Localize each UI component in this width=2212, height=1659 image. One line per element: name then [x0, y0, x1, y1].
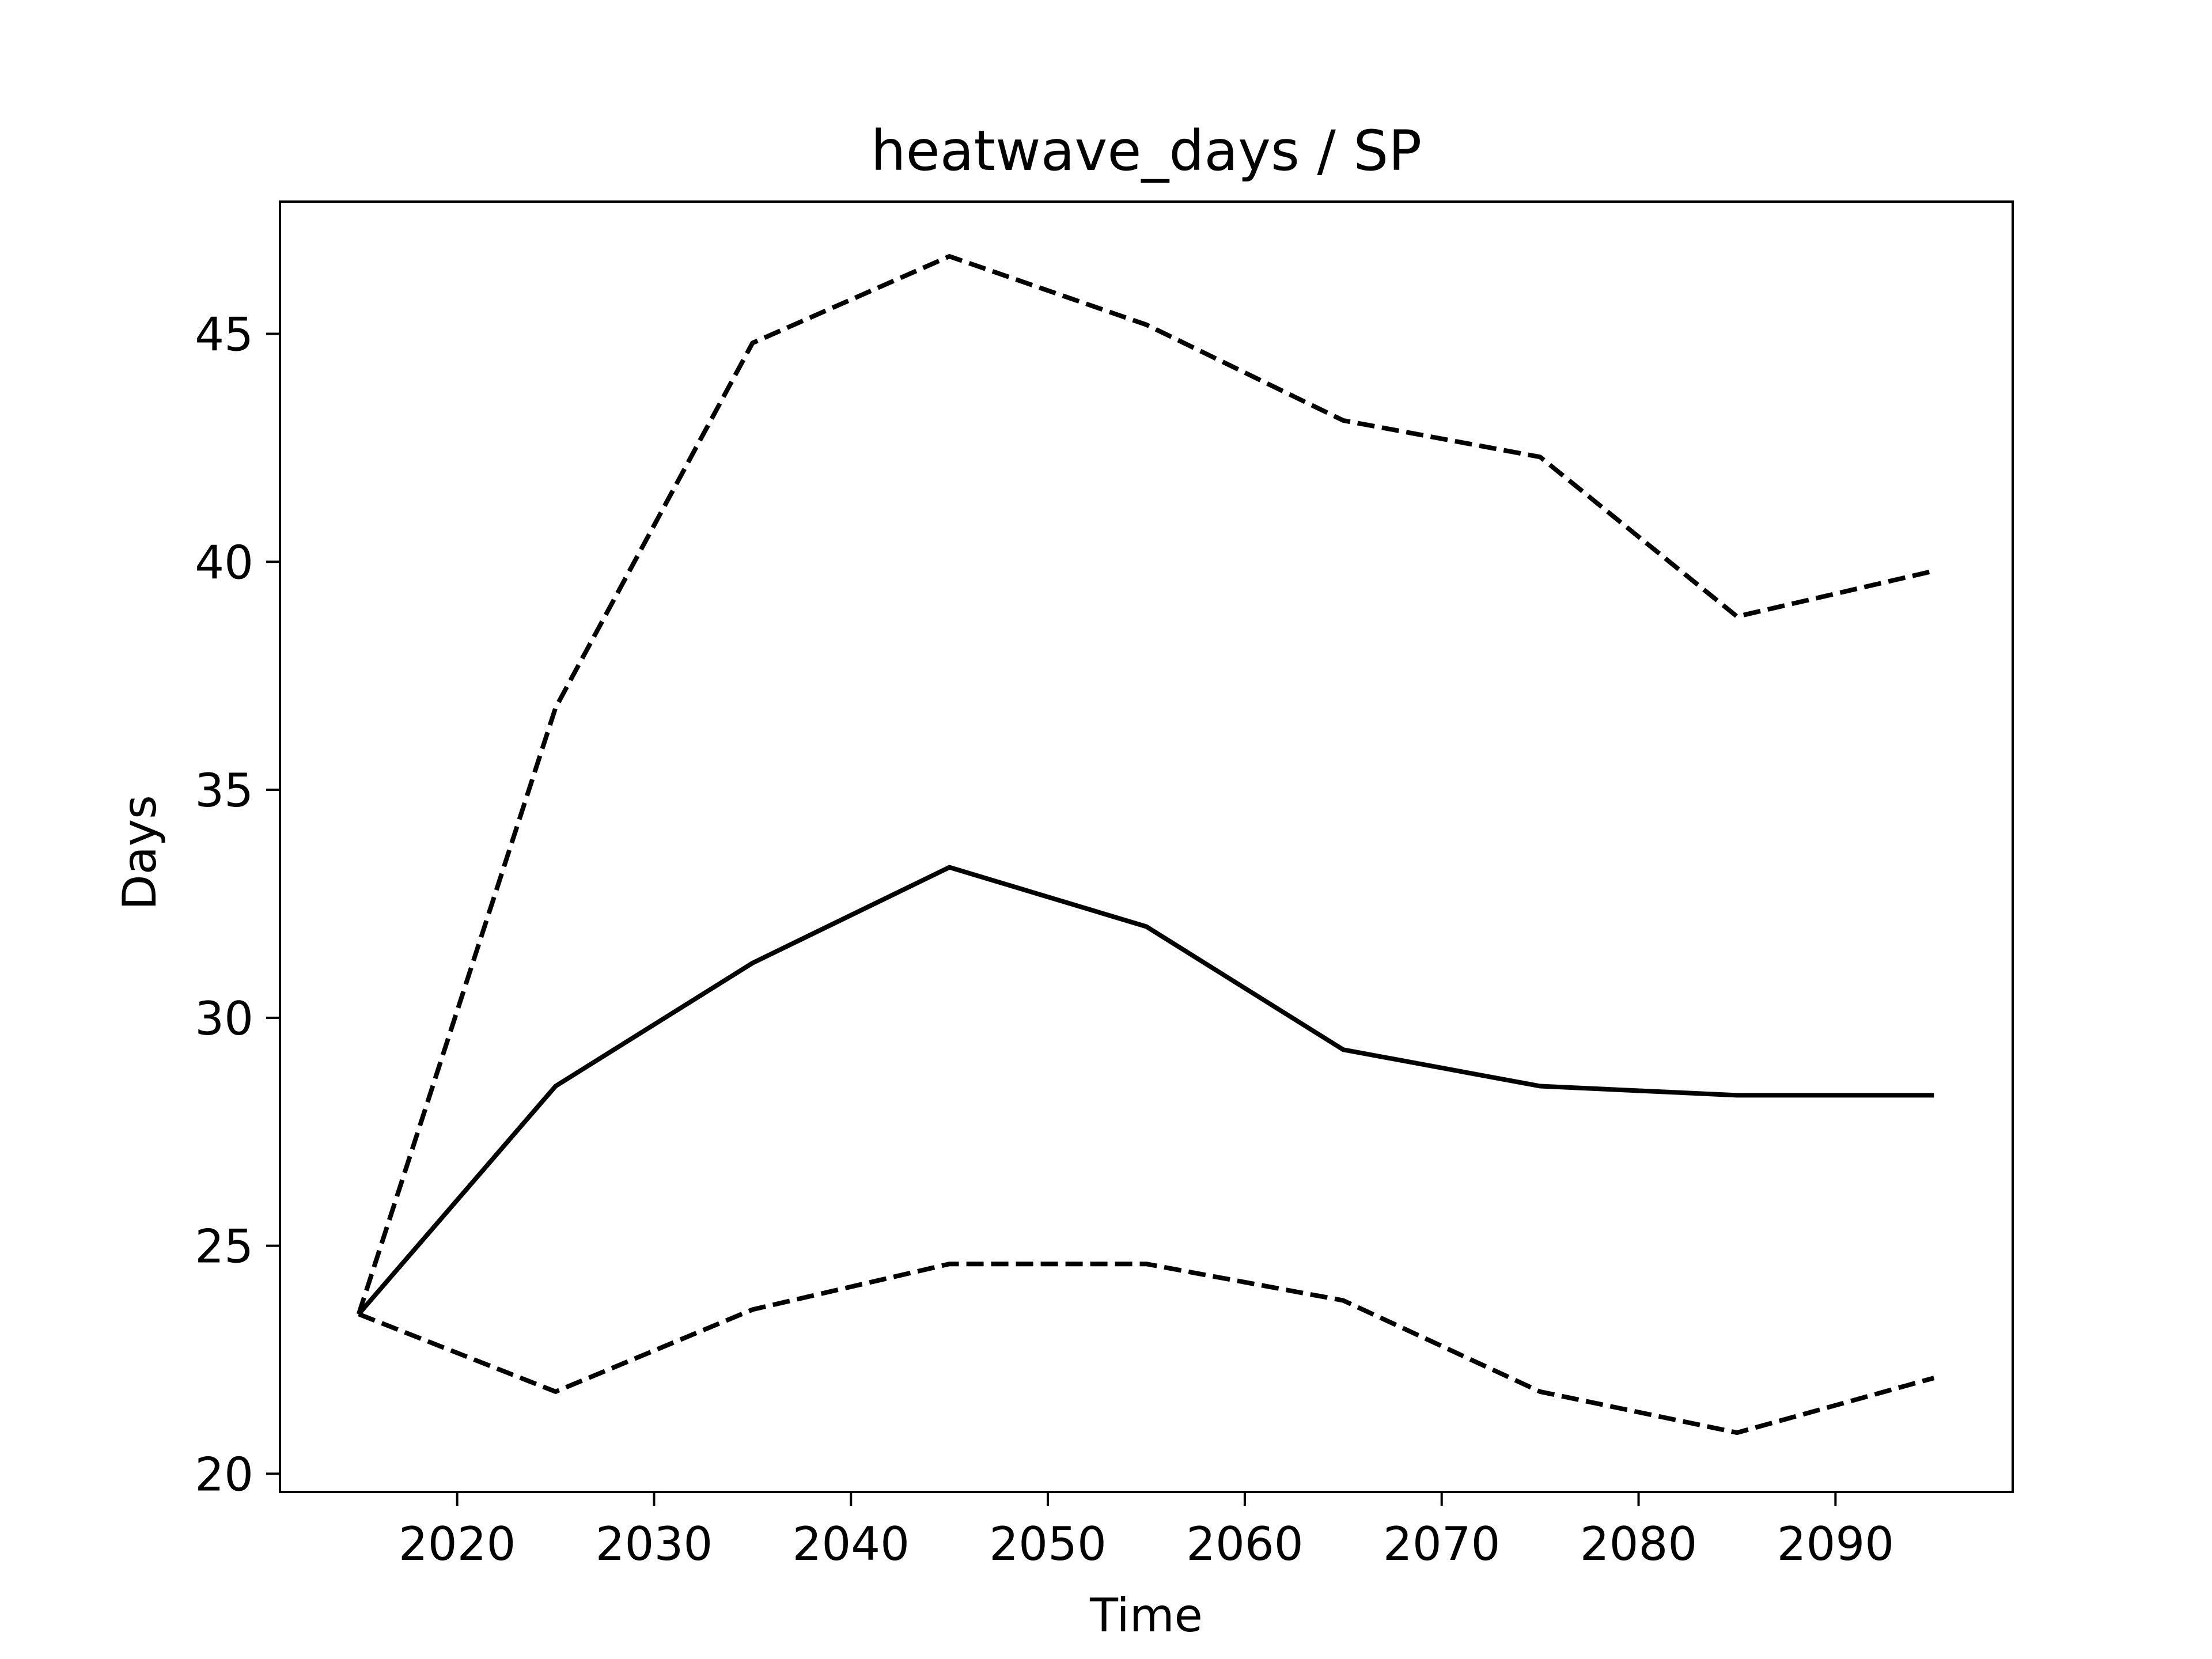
y-axis-label: Days [113, 795, 166, 910]
y-axis: 20 25 30 35 40 45 [195, 308, 280, 1501]
y-tick-label: 20 [195, 1448, 253, 1501]
x-tick-label: 2090 [1777, 1517, 1895, 1571]
x-axis-label: Time [1089, 1589, 1203, 1642]
x-tick-label: 2070 [1383, 1517, 1501, 1571]
x-tick-label: 2030 [596, 1517, 713, 1571]
series-line-1 [357, 865, 1934, 1316]
chart-title: heatwave_days / SP [871, 119, 1422, 183]
y-tick-label: 35 [195, 764, 253, 817]
series-line-3 [358, 1262, 1935, 1435]
y-tick-label: 25 [195, 1220, 253, 1274]
series-line-2 [356, 254, 1935, 1315]
x-tick-label: 2060 [1186, 1517, 1304, 1571]
x-tick-label: 2020 [399, 1517, 516, 1571]
x-axis: 2020 2030 2040 2050 2060 2070 2080 2090 [399, 1492, 1894, 1571]
y-tick-label: 40 [195, 536, 253, 589]
y-tick-label: 45 [195, 308, 253, 362]
x-tick-label: 2080 [1580, 1517, 1698, 1571]
x-tick-label: 2050 [989, 1517, 1107, 1571]
plot-frame [279, 200, 2014, 1493]
x-tick-label: 2040 [792, 1517, 910, 1571]
y-tick-label: 30 [195, 992, 253, 1046]
plot-area [356, 254, 1935, 1435]
